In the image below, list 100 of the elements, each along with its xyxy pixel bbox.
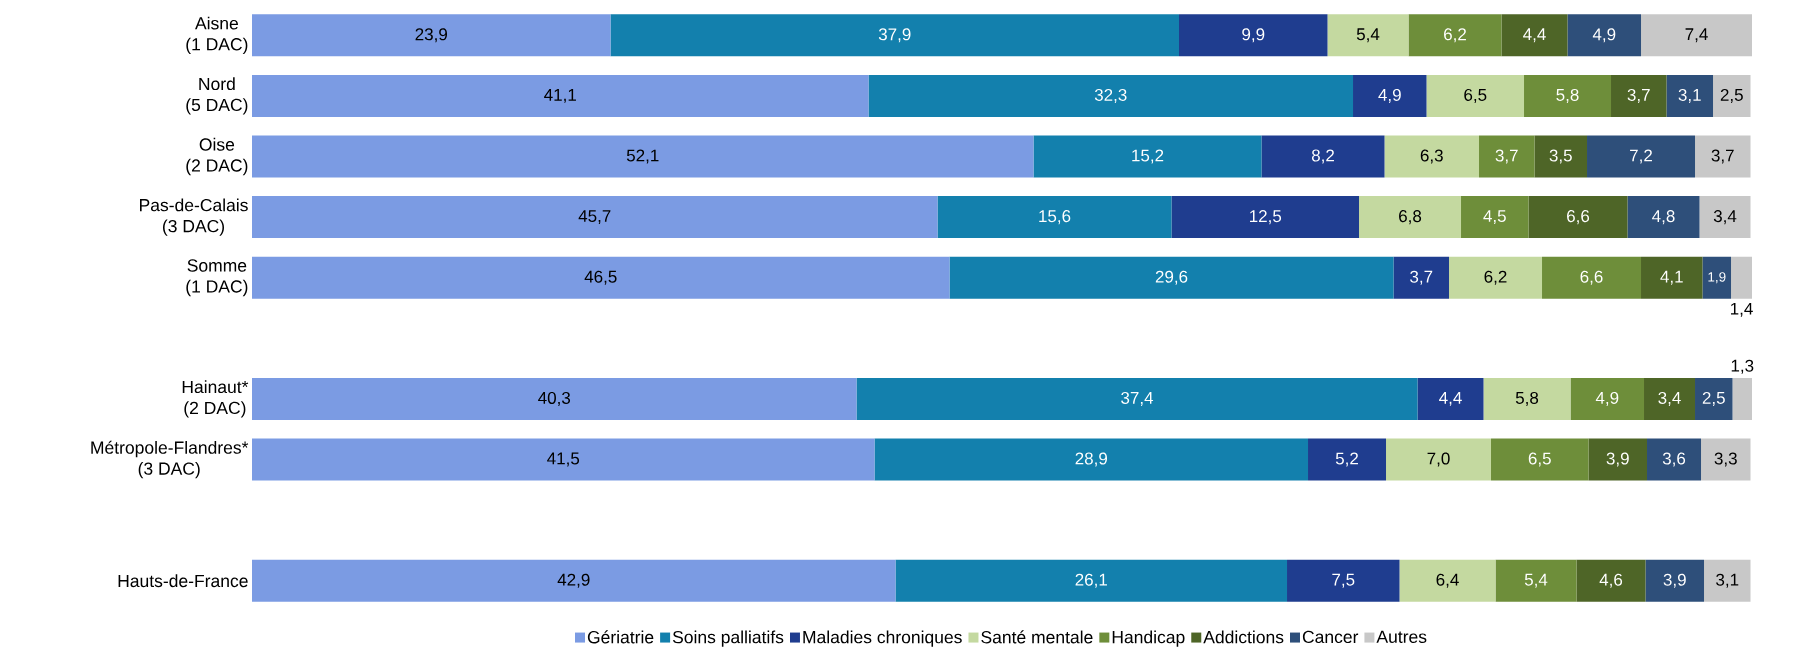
bar [1384,135,1480,178]
bar [252,74,869,117]
data-label: 40,3 [538,391,571,406]
data-label: 41,5 [547,452,580,467]
data-label: 46,5 [584,270,617,285]
y-tick-label: Aisne (1 DAC) [186,16,248,54]
y-tick-label: Métropole-Flandres* (3 DAC) [91,440,249,479]
bar [1426,74,1525,117]
data-label: 3,6 [1662,452,1686,467]
bar [1701,438,1751,481]
bar [1666,74,1714,117]
y-tick-label: Hainaut* (2 DAC) [182,380,249,418]
bar [1732,377,1753,420]
data-label: 4,9 [1592,28,1616,43]
bar [252,438,875,481]
data-label: 52,1 [626,149,659,164]
bar [252,135,1034,178]
bar [1641,14,1753,57]
bar [1647,438,1702,481]
legend-label: Gériatrie [587,630,654,644]
data-label: 23,9 [415,28,447,43]
data-label: 2,5 [1720,88,1743,103]
data-label: 1,9 [1708,272,1726,284]
data-label: 5,4 [1524,573,1548,588]
data-label: 3,7 [1711,149,1734,164]
y-tick-label: Nord (5 DAC) [186,77,248,115]
bar [1327,14,1409,57]
data-label: 37,4 [1121,391,1154,406]
bar [1702,256,1732,299]
data-label: 4,9 [1378,88,1401,103]
bar [1417,377,1484,420]
bar [937,196,1172,239]
bar [1353,74,1427,117]
data-label: 4,4 [1439,391,1462,406]
data-label: 5,8 [1515,391,1539,406]
data-label: 32,3 [1094,88,1127,103]
data-label: 4,5 [1483,210,1506,225]
data-label: 4,6 [1599,573,1623,588]
bar [1359,196,1462,239]
data-label: 4,8 [1652,210,1675,225]
bar [1483,377,1571,420]
bar [252,14,611,57]
bar [1695,135,1751,178]
legend-label: Santé mentale [981,630,1093,644]
data-label: 3,7 [1627,88,1650,103]
bar [252,559,896,602]
bar [1576,559,1646,602]
data-label: 15,6 [1039,210,1071,225]
bar [1524,74,1612,117]
data-label: 7,0 [1427,452,1450,467]
bar [874,438,1309,481]
data-label: 3,9 [1606,452,1629,467]
legend-label: Maladies chroniques [803,630,962,647]
data-label: 45,7 [578,210,611,225]
bar [252,377,857,420]
bar [1641,256,1703,299]
bar [856,377,1418,420]
bar [1644,377,1696,420]
bar [1528,196,1628,239]
bar [1501,14,1568,57]
data-label: 7,5 [1332,573,1355,588]
bar [1179,14,1328,57]
bar [1534,135,1588,178]
bar [1611,74,1667,117]
data-label: 1,4 [1731,302,1753,317]
bar [252,256,950,299]
data-label: 6,5 [1464,88,1487,103]
data-label: 6,8 [1399,210,1422,225]
data-label: 5,4 [1356,28,1380,43]
data-label: 6,3 [1420,149,1443,164]
legend-label: Soins palliatifs [672,630,784,647]
bar [1461,196,1529,239]
bar [1287,559,1400,602]
data-label: 8,2 [1311,149,1334,164]
data-label: 6,6 [1567,210,1590,225]
bar [1699,196,1751,239]
data-label: 1,3 [1731,359,1754,374]
data-label: 3,7 [1495,149,1518,164]
data-label: 26,1 [1075,573,1107,588]
bar [1587,135,1696,178]
data-label: 6,4 [1436,573,1459,588]
data-label: 3,3 [1714,452,1737,467]
data-label: 7,2 [1630,149,1652,164]
y-tick-label: Hauts-de-France [118,574,248,588]
data-label: 15,2 [1132,149,1164,164]
bar [1393,256,1450,299]
bar [1567,14,1642,57]
data-label: 42,9 [557,573,590,588]
bar [252,196,938,239]
bar [1588,438,1648,481]
data-label: 6,2 [1444,28,1466,43]
data-label: 5,2 [1335,452,1358,467]
bar [1542,256,1642,299]
data-label: 12,5 [1250,210,1282,225]
bar [949,256,1394,299]
data-label: 3,5 [1549,149,1572,164]
bar [895,559,1288,602]
data-label: 6,6 [1580,270,1603,285]
data-label: 4,9 [1595,391,1619,406]
data-label: 3,4 [1713,210,1737,225]
